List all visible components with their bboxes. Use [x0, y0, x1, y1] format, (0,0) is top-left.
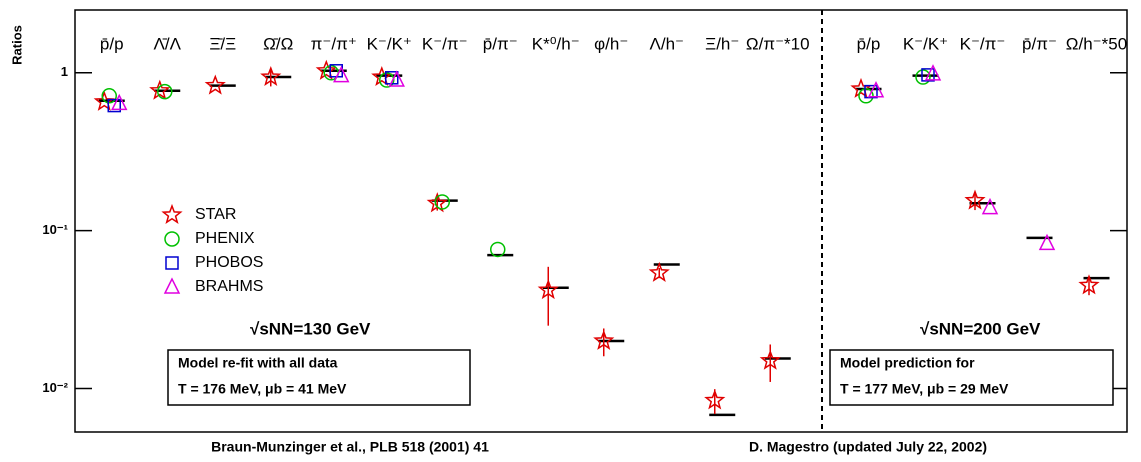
circle-marker — [490, 241, 506, 258]
circle-marker — [101, 88, 117, 104]
category-label: π⁻/π⁺ — [311, 34, 357, 53]
square-marker — [864, 84, 878, 99]
star-marker — [537, 278, 559, 300]
square-marker — [107, 98, 121, 113]
circle-marker — [434, 194, 450, 210]
category-label: p̄/p — [857, 34, 881, 53]
circle-marker — [858, 88, 874, 104]
triangle-marker — [924, 64, 942, 81]
legend-marker — [164, 231, 180, 247]
category-label: K⁻/π⁻ — [422, 34, 468, 53]
footer: D. Magestro (updated July 22, 2002) — [749, 439, 987, 455]
legend-marker — [165, 256, 179, 270]
legend-label: BRAHMS — [195, 278, 263, 295]
category-label: Ω/π⁻*10 — [746, 34, 810, 53]
info-text: T = 177 MeV, μb = 29 MeV — [840, 381, 1009, 397]
category-label: Ω̄/Ω — [263, 34, 293, 53]
category-label: Ξ/h⁻ — [705, 34, 739, 53]
category-label: p̄/p — [100, 34, 124, 53]
y-tick-label: 10⁻¹ — [42, 222, 68, 237]
square-marker — [385, 71, 399, 85]
star-marker — [759, 349, 781, 370]
triangle-marker — [867, 81, 885, 98]
star-marker — [593, 329, 615, 350]
category-label: K⁻/π⁻ — [960, 34, 1006, 53]
energy-label: √sNN=130 GeV — [250, 319, 371, 338]
category-label: Λ/h⁻ — [649, 34, 684, 53]
category-label: Ξ̄/Ξ — [209, 34, 236, 53]
footer: Braun-Munzinger et al., PLB 518 (2001) 4… — [211, 439, 489, 455]
star-marker — [704, 389, 726, 410]
category-label: p̄/π⁻ — [483, 34, 518, 53]
circle-marker — [915, 69, 931, 85]
category-label: Λ̄/Λ — [154, 34, 182, 53]
star-marker — [648, 261, 670, 282]
info-text: Model re-fit with all data — [178, 355, 338, 371]
category-label: K*⁰/h⁻ — [532, 34, 580, 53]
legend-marker — [161, 203, 183, 225]
square-marker — [921, 68, 935, 82]
category-label: K⁻/K⁺ — [903, 34, 948, 53]
circle-marker — [379, 72, 395, 88]
legend-label: STAR — [195, 206, 236, 223]
category-label: φ/h⁻ — [594, 34, 628, 53]
info-box — [829, 349, 1114, 406]
star-marker — [260, 65, 282, 87]
energy-label: √sNN=200 GeV — [920, 319, 1041, 338]
triangle-marker — [388, 70, 405, 87]
legend-marker — [163, 277, 181, 294]
star-marker — [204, 74, 226, 95]
info-box — [167, 349, 471, 406]
category-label: Ω/h⁻*50 — [1066, 34, 1127, 53]
category-label: p̄/π⁻ — [1022, 34, 1057, 53]
y-tick-label: 1 — [61, 64, 68, 79]
triangle-marker — [111, 93, 128, 111]
plot-frame — [74, 9, 1128, 433]
circle-marker — [157, 83, 173, 100]
category-label: K⁻/K⁺ — [367, 34, 412, 53]
triangle-marker — [1038, 233, 1056, 251]
legend-label: PHOBOS — [195, 254, 263, 271]
star-marker — [315, 59, 337, 80]
star-marker — [149, 79, 171, 100]
info-text: T = 176 MeV, μb = 41 MeV — [178, 381, 347, 397]
y-tick-label: 10⁻² — [42, 380, 68, 395]
triangle-marker — [333, 65, 350, 83]
triangle-marker — [981, 197, 999, 215]
y-axis-label: Ratios — [9, 25, 24, 65]
star-marker — [1078, 274, 1100, 295]
star-marker — [964, 189, 986, 210]
info-text: Model prediction for — [840, 355, 975, 371]
star-marker — [371, 65, 393, 87]
legend-label: PHENIX — [195, 230, 255, 247]
